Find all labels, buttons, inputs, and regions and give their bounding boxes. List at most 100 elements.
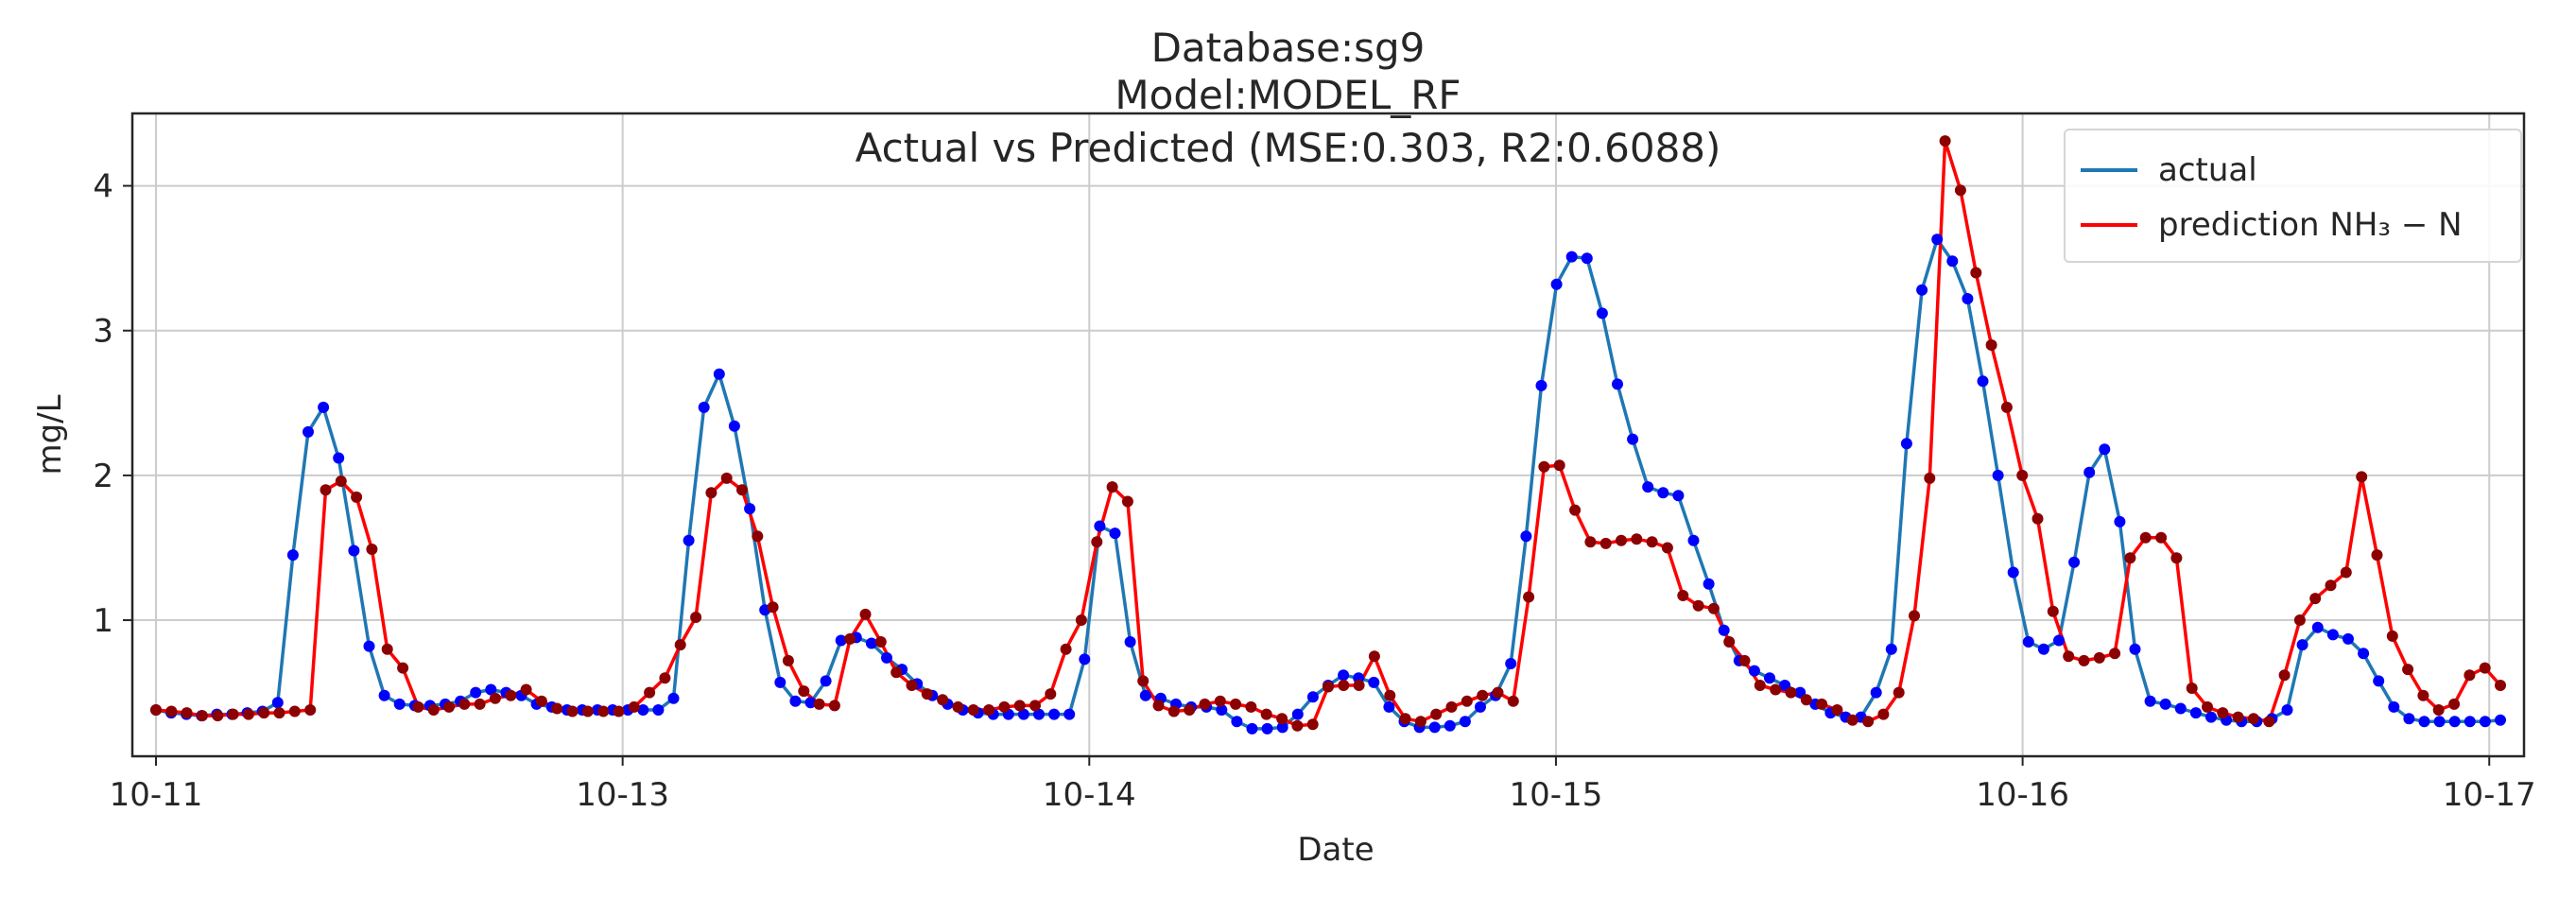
actual-point: [2311, 621, 2324, 633]
prediction-point: [2109, 648, 2121, 660]
prediction-point: [597, 705, 610, 717]
prediction-point: [1599, 537, 1612, 549]
prediction-point: [1167, 705, 1180, 717]
actual-point: [333, 452, 345, 464]
prediction-point: [1445, 700, 1458, 713]
actual-point: [1109, 527, 1121, 540]
prediction-point: [551, 702, 563, 715]
prediction-point: [1707, 602, 1720, 614]
prediction-point: [320, 484, 332, 496]
prediction-point: [288, 705, 301, 717]
actual-point: [1718, 624, 1730, 636]
prediction-point: [906, 680, 918, 691]
prediction-point: [381, 643, 393, 655]
actual-point: [2053, 634, 2065, 647]
actual-point: [2022, 636, 2034, 648]
actual-point: [1703, 578, 1715, 590]
actual-point: [1428, 721, 1441, 734]
chart-title-line-1: Database:sg9: [1150, 25, 1426, 71]
prediction-point: [1661, 542, 1673, 554]
prediction-point: [335, 475, 347, 487]
actual-point: [1900, 438, 1912, 450]
actual-point: [1550, 278, 1563, 290]
prediction-point: [1029, 700, 1041, 712]
actual-point: [2418, 716, 2430, 728]
x-tick-label: 10-14: [1043, 776, 1136, 814]
prediction-point: [859, 608, 872, 620]
prediction-point: [813, 698, 825, 710]
prediction-point: [2186, 683, 2198, 694]
x-axis-label: Date: [1297, 831, 1374, 869]
prediction-point: [1399, 713, 1411, 725]
prediction-point: [1121, 495, 1133, 508]
actual-point: [1231, 716, 1243, 728]
actual-point: [2159, 698, 2171, 710]
prediction-point: [2016, 469, 2029, 481]
prediction-point: [1553, 459, 1565, 472]
actual-point: [698, 401, 710, 413]
prediction-point: [1353, 680, 1365, 691]
actual-point: [2189, 707, 2202, 719]
actual-point: [1048, 708, 1061, 720]
x-tick-label: 10-16: [1976, 776, 2069, 814]
actual-point: [789, 695, 802, 707]
prediction-point: [1260, 708, 1272, 720]
actual-point: [393, 698, 406, 710]
prediction-point: [1970, 267, 1982, 279]
prediction-point: [952, 700, 964, 713]
prediction-point: [2432, 704, 2445, 716]
prediction-point: [474, 698, 486, 710]
prediction-point: [628, 700, 640, 713]
prediction-point: [1584, 536, 1597, 548]
prediction-point: [798, 685, 810, 698]
prediction-point: [443, 700, 455, 713]
prediction-point: [1075, 614, 1087, 626]
prediction-point: [489, 692, 501, 704]
actual-point: [1748, 665, 1760, 677]
prediction-point: [1137, 675, 1150, 687]
legend-item-prediction: prediction NH₃ − N: [2081, 206, 2463, 244]
actual-point: [2068, 556, 2081, 568]
prediction-point: [1985, 339, 1997, 351]
actual-point: [744, 503, 756, 515]
prediction-point: [1306, 718, 1319, 731]
actual-point: [1992, 469, 2004, 481]
prediction-point: [1184, 704, 1196, 716]
prediction-point: [983, 704, 995, 716]
actual-point: [2083, 466, 2096, 478]
prediction-point: [227, 708, 239, 720]
prediction-point: [705, 487, 717, 499]
prediction-point: [1368, 650, 1380, 663]
chart-title-line-2: Model:MODEL_RF: [1115, 72, 1461, 118]
actual-point: [2464, 716, 2476, 728]
prediction-point: [998, 700, 1011, 713]
actual-point: [348, 545, 360, 557]
actual-point: [2403, 713, 2415, 725]
actual-point: [1687, 534, 1700, 546]
actual-point: [637, 704, 649, 716]
prediction-point: [1338, 680, 1350, 691]
prediction-point: [690, 612, 702, 623]
actual-point: [1612, 378, 1623, 390]
prediction-point: [1754, 680, 1766, 691]
prediction-point: [844, 632, 856, 645]
prediction-point: [1846, 714, 1859, 726]
actual-point: [652, 704, 665, 716]
series-line-actual: [155, 237, 2501, 731]
chart-title-line-3: Actual vs Predicted (MSE:0.303, R2:0.608…: [855, 125, 1721, 171]
prediction-point: [2448, 698, 2461, 710]
prediction-point: [273, 707, 285, 719]
prediction-point: [890, 666, 903, 679]
prediction-point: [2217, 707, 2229, 719]
actual-point: [1246, 722, 1258, 735]
actual-point: [2479, 716, 2491, 728]
actual-point: [2495, 714, 2506, 726]
prediction-point: [2356, 471, 2368, 483]
y-tick-label: 4: [93, 168, 113, 206]
prediction-point: [1507, 695, 1519, 707]
prediction-point: [2031, 512, 2044, 525]
actual-point: [1946, 255, 1959, 268]
prediction-point: [720, 472, 733, 484]
x-axis-ticks: 10-11 10-13 10-14 10-15 10-16 10-17: [110, 756, 2536, 814]
